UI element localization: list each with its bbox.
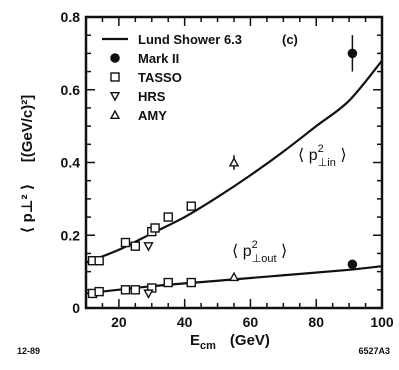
curve-label-sub: ⊥in	[318, 157, 336, 169]
marker-tasso	[130, 241, 141, 251]
x-tick-label: 80	[308, 314, 324, 330]
marker-hrs	[109, 91, 121, 102]
axis-ticks: 20 40 60 80 100 0 0.2 0.4 0.6 0.8	[61, 9, 394, 330]
x-axis-subscript: cm	[200, 340, 216, 352]
marker-amy	[228, 271, 240, 282]
marker-tasso	[94, 286, 104, 297]
footer-right-code: 6527A3	[358, 346, 390, 356]
marker-tasso	[120, 285, 131, 295]
y-tick-label: 0.2	[61, 227, 81, 243]
curve-label-sup: 2	[252, 239, 258, 251]
marker-amy	[228, 157, 240, 167]
curve-label-close: ⟩	[336, 147, 347, 164]
marker-tasso	[163, 277, 173, 288]
panel-label: (c)	[282, 32, 298, 47]
curve-label-open: ⟨ p2 ⊥out ⟩	[232, 239, 287, 265]
x-tick-label: 100	[370, 314, 394, 330]
marker-tasso	[94, 256, 104, 266]
marker-mark-ii	[347, 48, 358, 59]
x-tick-label: 60	[243, 314, 259, 330]
marker-tasso	[150, 223, 160, 233]
y-tick-label: 0.6	[61, 82, 81, 98]
curve-out	[85, 265, 383, 295]
marker-hrs	[143, 242, 154, 252]
y-axis-unit: [(GeV/c)²]	[19, 95, 36, 163]
y-tick-label: 0	[72, 300, 80, 316]
curve-label-in: ⟨ p2 ⊥in ⟩	[298, 143, 347, 169]
curve-label-base: p	[243, 243, 252, 260]
curve-label-open: ⟨ p2 ⊥in ⟩	[298, 143, 347, 169]
y-axis-label: ⟨ p⊥² ⟩ [(GeV/c)²]	[19, 95, 36, 234]
legend-label: TASSO	[138, 70, 182, 85]
legend-label: Mark II	[138, 51, 179, 66]
marker-tasso	[120, 237, 131, 248]
y-tick-label: 0.4	[61, 155, 81, 171]
y-tick-label: 0.8	[61, 9, 81, 25]
marker-amy	[109, 109, 121, 120]
marker-tasso	[186, 277, 196, 288]
data-points	[87, 35, 358, 299]
marker-tasso	[186, 201, 196, 211]
curve-label-sub: ⊥out	[252, 253, 277, 265]
marker-tasso	[163, 212, 173, 222]
legend-label: AMY	[138, 108, 167, 123]
curve-label-base: p	[309, 147, 318, 164]
legend-label: HRS	[138, 89, 166, 104]
curve-label-sup: 2	[318, 143, 324, 155]
marker-hrs	[143, 289, 154, 299]
curve-label-close: ⟩	[277, 243, 288, 260]
legend-label: Lund Shower 6.3	[138, 32, 242, 47]
x-axis-unit: (GeV)	[230, 332, 270, 349]
footer-left-code: 12-89	[17, 346, 40, 356]
x-tick-label: 20	[111, 314, 127, 330]
marker-tasso	[130, 285, 141, 295]
marker-mark-ii	[110, 53, 120, 63]
axis-labels: Ecm (GeV)⟨ p⊥² ⟩[(GeV/c)²] ⟨ p2 ⊥in ⟩⟨ p2 ⊥o…	[17, 95, 390, 356]
marker-tasso	[110, 72, 120, 82]
marker-mark-ii	[347, 259, 358, 270]
legend: Lund Shower 6.3 Mark II TASSO HRS AMY (c)	[102, 32, 298, 123]
x-tick-label: 40	[177, 314, 193, 330]
y-axis-quantity: ⟨ p⊥² ⟩	[19, 184, 36, 234]
curve-label-out: ⟨ p2 ⊥out ⟩	[232, 239, 287, 265]
x-axis-label: Ecm (GeV)	[190, 332, 270, 352]
